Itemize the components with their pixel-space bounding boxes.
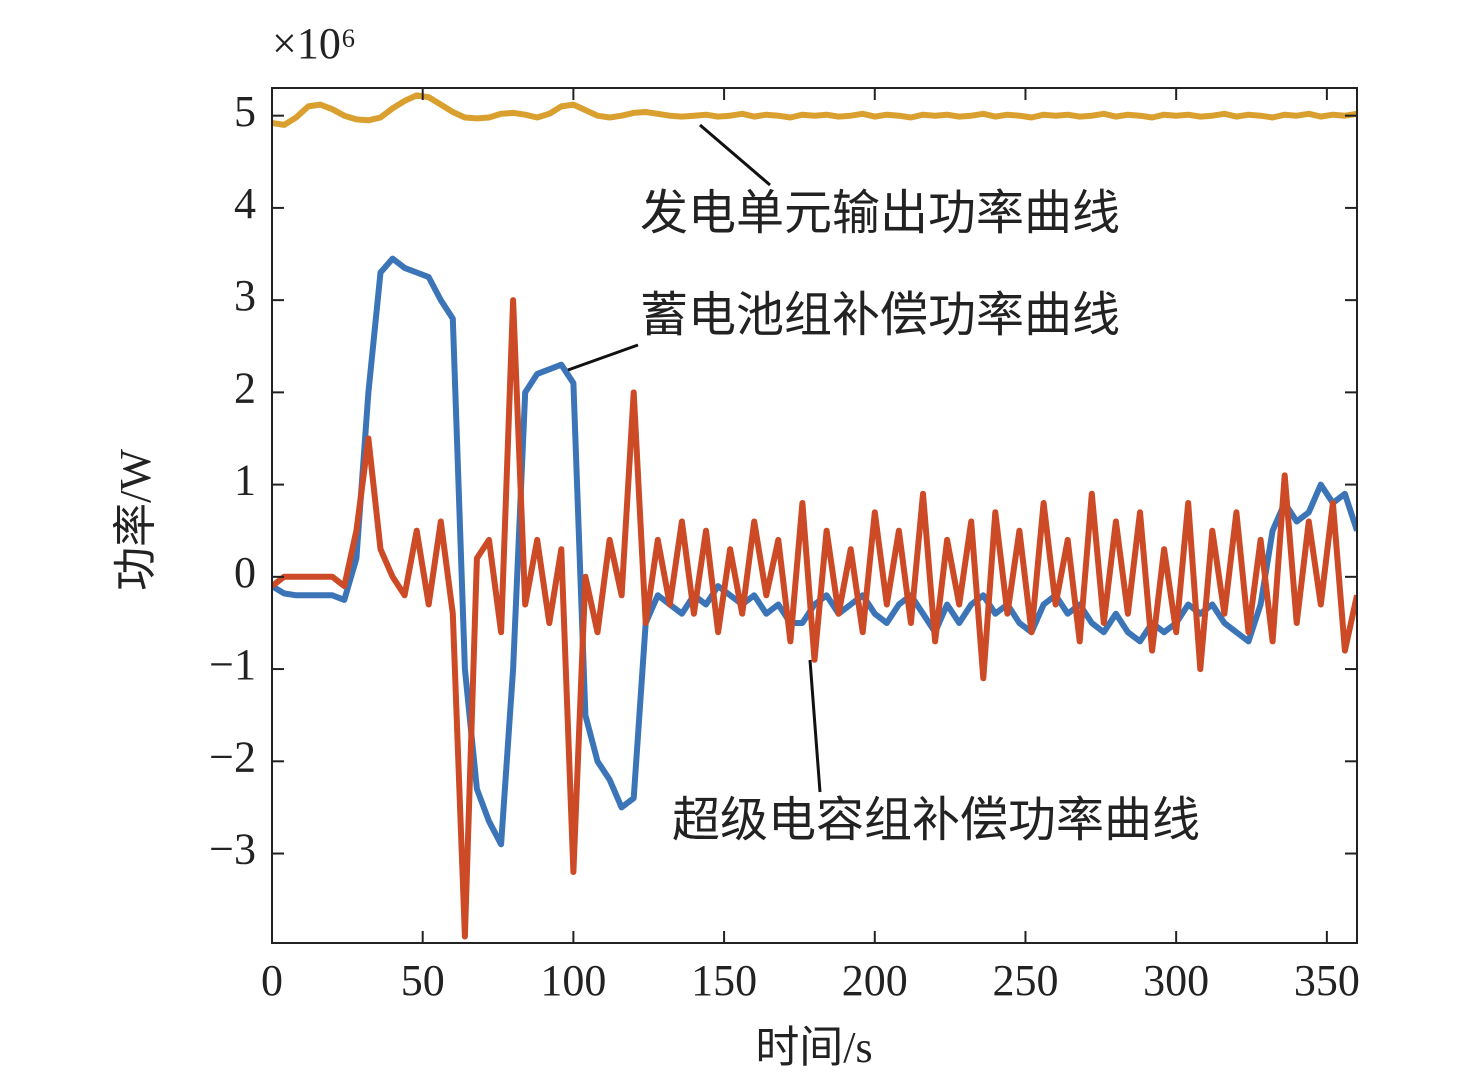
- leader-line: [808, 659, 822, 793]
- x-tick-label: 0: [261, 956, 283, 1005]
- series-line: [272, 297, 1357, 940]
- y-axis-label: 功率/W: [111, 449, 160, 591]
- y-multiplier: ×10⁶: [272, 19, 356, 68]
- annotation: 发电单元输出功率曲线: [640, 187, 1120, 240]
- x-tick-label: 300: [1143, 956, 1209, 1005]
- y-tick-label: −2: [209, 732, 256, 781]
- leader-line: [699, 123, 771, 187]
- annotation: 超级电容组补偿功率曲线: [672, 794, 1200, 847]
- y-tick-label: −3: [209, 825, 256, 874]
- series-line: [272, 92, 1357, 128]
- x-tick-label: 250: [992, 956, 1058, 1005]
- plot-frame: [271, 87, 1358, 944]
- x-tick-label: 350: [1294, 956, 1360, 1005]
- leader-line: [567, 343, 639, 372]
- y-tick-label: 1: [234, 456, 256, 505]
- x-tick-label: 200: [842, 956, 908, 1005]
- x-tick-label: 100: [540, 956, 606, 1005]
- x-tick-label: 150: [691, 956, 757, 1005]
- y-tick-label: 0: [234, 548, 256, 597]
- y-tick-label: 5: [234, 87, 256, 136]
- x-tick-label: 50: [401, 956, 445, 1005]
- x-axis-label: 时间/s: [755, 1023, 872, 1072]
- y-tick-label: 2: [234, 363, 256, 412]
- y-tick-label: 4: [234, 179, 256, 228]
- y-tick-label: −1: [209, 640, 256, 689]
- y-tick-label: 3: [234, 271, 256, 320]
- annotation: 蓄电池组补偿功率曲线: [640, 289, 1120, 342]
